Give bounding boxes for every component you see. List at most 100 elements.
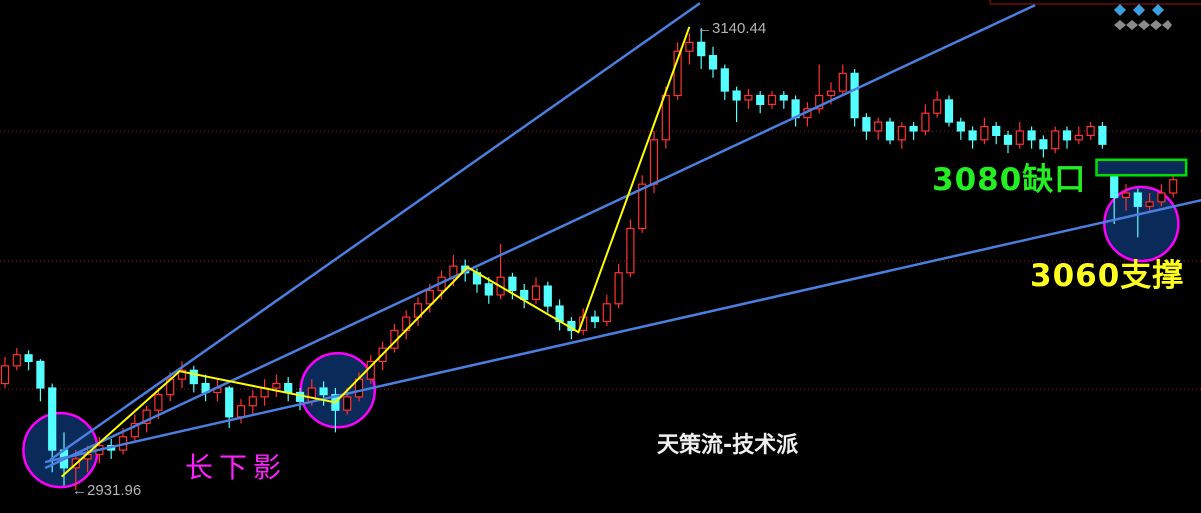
candle xyxy=(909,122,918,140)
candle-body xyxy=(1074,134,1083,141)
candle-body xyxy=(602,303,611,323)
low-price-label: ←2931.96 xyxy=(72,482,142,499)
candle-body xyxy=(732,90,741,101)
candle-body xyxy=(826,90,836,97)
candle-body xyxy=(284,382,293,394)
candle xyxy=(779,91,788,109)
candle xyxy=(614,263,623,309)
candle-body xyxy=(779,94,788,101)
candle xyxy=(921,104,930,136)
candle xyxy=(1051,126,1060,154)
candle-body xyxy=(756,94,765,105)
candle xyxy=(1027,126,1036,149)
candle xyxy=(142,405,151,433)
toolbar-indicators xyxy=(989,0,1201,30)
candle xyxy=(1098,122,1107,149)
candle-body xyxy=(708,55,718,70)
candle-body xyxy=(1003,134,1013,145)
candle xyxy=(236,399,246,424)
candle-body xyxy=(48,387,57,451)
candle xyxy=(130,414,139,442)
candle xyxy=(520,283,529,309)
candle-body xyxy=(744,94,753,101)
candle xyxy=(1133,188,1142,238)
candle xyxy=(626,219,635,278)
candle xyxy=(1121,184,1131,211)
gap-zone xyxy=(1095,158,1188,177)
candle-body xyxy=(1121,192,1131,199)
candle xyxy=(744,88,753,109)
diamond-icon[interactable] xyxy=(1114,4,1126,16)
candle xyxy=(272,374,281,397)
candle xyxy=(1074,126,1083,145)
candle xyxy=(189,365,198,393)
candle xyxy=(874,117,883,140)
candle-body xyxy=(862,117,871,132)
support-annotation: 3060支撑 xyxy=(1030,258,1185,294)
candle-body xyxy=(24,354,33,363)
candle xyxy=(484,277,493,304)
candle-body xyxy=(968,130,977,141)
candle xyxy=(992,122,1001,145)
candle xyxy=(862,113,871,140)
candle-body xyxy=(720,68,729,92)
candle-body xyxy=(177,369,187,380)
candle xyxy=(980,117,989,145)
candle xyxy=(791,95,800,127)
candle-body xyxy=(992,125,1001,136)
candle xyxy=(201,374,210,402)
candle-body xyxy=(885,121,895,141)
candle-body xyxy=(850,72,859,119)
candle-body xyxy=(189,369,198,385)
candle xyxy=(638,175,647,233)
candle-body xyxy=(484,283,493,296)
trend-line xyxy=(44,3,1036,470)
candle-body xyxy=(36,360,45,389)
candle-body xyxy=(12,354,21,367)
candle xyxy=(12,348,21,371)
gap-box xyxy=(1095,158,1188,177)
candle xyxy=(685,33,694,65)
candle xyxy=(968,126,977,149)
candle xyxy=(720,64,729,100)
candles xyxy=(0,28,1178,491)
candle xyxy=(107,438,116,459)
candle-body xyxy=(225,387,234,418)
top-frame xyxy=(989,0,1201,5)
candle-body xyxy=(638,183,647,230)
candle-body xyxy=(697,41,706,57)
candle-body xyxy=(614,272,623,305)
candle xyxy=(1039,135,1048,158)
candle xyxy=(508,272,517,300)
candle-body xyxy=(1157,192,1166,203)
candle-body xyxy=(1062,130,1072,141)
candle xyxy=(1086,122,1095,140)
candle xyxy=(24,350,33,371)
gap-annotation: 3080缺口 xyxy=(932,162,1087,198)
candle-body xyxy=(815,94,824,110)
candle-body xyxy=(897,125,906,141)
candle-body xyxy=(1051,130,1060,150)
diamond-icon[interactable] xyxy=(1133,4,1145,16)
gridlines xyxy=(0,130,1201,390)
candle-body xyxy=(673,50,682,97)
diamond-strip-icon[interactable] xyxy=(1114,20,1172,30)
candle xyxy=(1062,126,1072,149)
candle-body xyxy=(425,289,434,305)
candle xyxy=(0,356,10,389)
candle-body xyxy=(295,391,305,402)
wave-line xyxy=(60,26,691,478)
trend-line xyxy=(49,2,701,462)
candle-body xyxy=(1015,130,1024,145)
candle-body xyxy=(1086,125,1095,136)
diamond-icon[interactable] xyxy=(1152,4,1164,16)
candle-body xyxy=(1145,201,1154,207)
candle xyxy=(767,91,777,109)
candle-body xyxy=(1133,192,1142,207)
candle-body xyxy=(343,396,352,411)
high-price-label: ←3140.44 xyxy=(697,20,767,37)
trend-lines xyxy=(44,2,1201,470)
low-price-value: 2931.96 xyxy=(87,482,142,499)
candle xyxy=(673,42,682,100)
